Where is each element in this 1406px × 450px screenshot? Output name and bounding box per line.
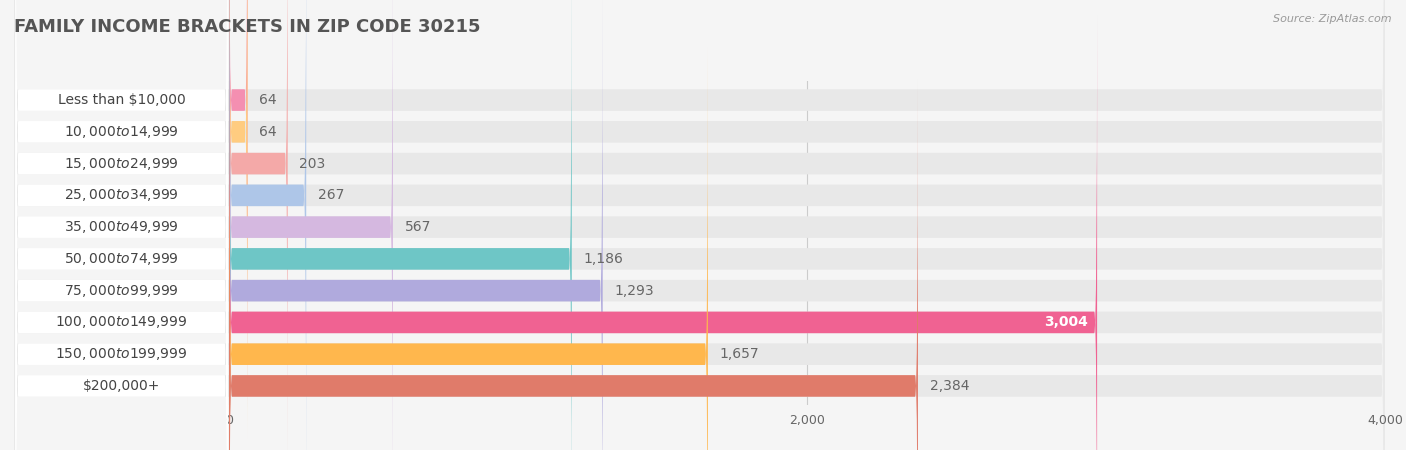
Text: $35,000 to $49,999: $35,000 to $49,999 bbox=[65, 219, 179, 235]
Text: $150,000 to $199,999: $150,000 to $199,999 bbox=[55, 346, 188, 362]
FancyBboxPatch shape bbox=[15, 47, 228, 450]
FancyBboxPatch shape bbox=[229, 0, 392, 450]
FancyBboxPatch shape bbox=[229, 0, 572, 450]
Text: $10,000 to $14,999: $10,000 to $14,999 bbox=[65, 124, 179, 140]
Text: 203: 203 bbox=[299, 157, 326, 171]
FancyBboxPatch shape bbox=[15, 0, 228, 439]
Text: $100,000 to $149,999: $100,000 to $149,999 bbox=[55, 315, 188, 330]
FancyBboxPatch shape bbox=[229, 0, 603, 450]
FancyBboxPatch shape bbox=[229, 47, 707, 450]
FancyBboxPatch shape bbox=[229, 0, 247, 407]
FancyBboxPatch shape bbox=[14, 0, 1385, 407]
FancyBboxPatch shape bbox=[14, 0, 1385, 439]
Text: 64: 64 bbox=[259, 93, 277, 107]
Text: $50,000 to $74,999: $50,000 to $74,999 bbox=[65, 251, 179, 267]
FancyBboxPatch shape bbox=[14, 0, 1385, 450]
FancyBboxPatch shape bbox=[15, 16, 228, 450]
Text: FAMILY INCOME BRACKETS IN ZIP CODE 30215: FAMILY INCOME BRACKETS IN ZIP CODE 30215 bbox=[14, 18, 481, 36]
Text: 1,293: 1,293 bbox=[614, 284, 654, 297]
Text: Less than $10,000: Less than $10,000 bbox=[58, 93, 186, 107]
FancyBboxPatch shape bbox=[14, 0, 1385, 450]
FancyBboxPatch shape bbox=[14, 16, 1385, 450]
Text: 567: 567 bbox=[405, 220, 430, 234]
Text: 3,004: 3,004 bbox=[1045, 315, 1088, 329]
FancyBboxPatch shape bbox=[14, 47, 1385, 450]
FancyBboxPatch shape bbox=[229, 0, 288, 450]
Text: 1,657: 1,657 bbox=[720, 347, 759, 361]
FancyBboxPatch shape bbox=[15, 0, 228, 450]
Text: 1,186: 1,186 bbox=[583, 252, 623, 266]
FancyBboxPatch shape bbox=[229, 16, 1097, 450]
FancyBboxPatch shape bbox=[15, 0, 228, 450]
FancyBboxPatch shape bbox=[15, 0, 228, 450]
Text: 64: 64 bbox=[259, 125, 277, 139]
FancyBboxPatch shape bbox=[229, 79, 918, 450]
FancyBboxPatch shape bbox=[14, 79, 1385, 450]
FancyBboxPatch shape bbox=[15, 0, 228, 450]
FancyBboxPatch shape bbox=[14, 0, 1385, 450]
FancyBboxPatch shape bbox=[229, 0, 247, 439]
FancyBboxPatch shape bbox=[14, 0, 1385, 450]
FancyBboxPatch shape bbox=[15, 0, 228, 450]
FancyBboxPatch shape bbox=[15, 79, 228, 450]
Text: $200,000+: $200,000+ bbox=[83, 379, 160, 393]
Text: Source: ZipAtlas.com: Source: ZipAtlas.com bbox=[1274, 14, 1392, 23]
Text: $25,000 to $34,999: $25,000 to $34,999 bbox=[65, 187, 179, 203]
Text: 267: 267 bbox=[318, 189, 344, 202]
FancyBboxPatch shape bbox=[14, 0, 1385, 450]
FancyBboxPatch shape bbox=[15, 0, 228, 407]
Text: 2,384: 2,384 bbox=[929, 379, 969, 393]
Text: $75,000 to $99,999: $75,000 to $99,999 bbox=[65, 283, 179, 299]
FancyBboxPatch shape bbox=[229, 0, 307, 450]
Text: $15,000 to $24,999: $15,000 to $24,999 bbox=[65, 156, 179, 171]
